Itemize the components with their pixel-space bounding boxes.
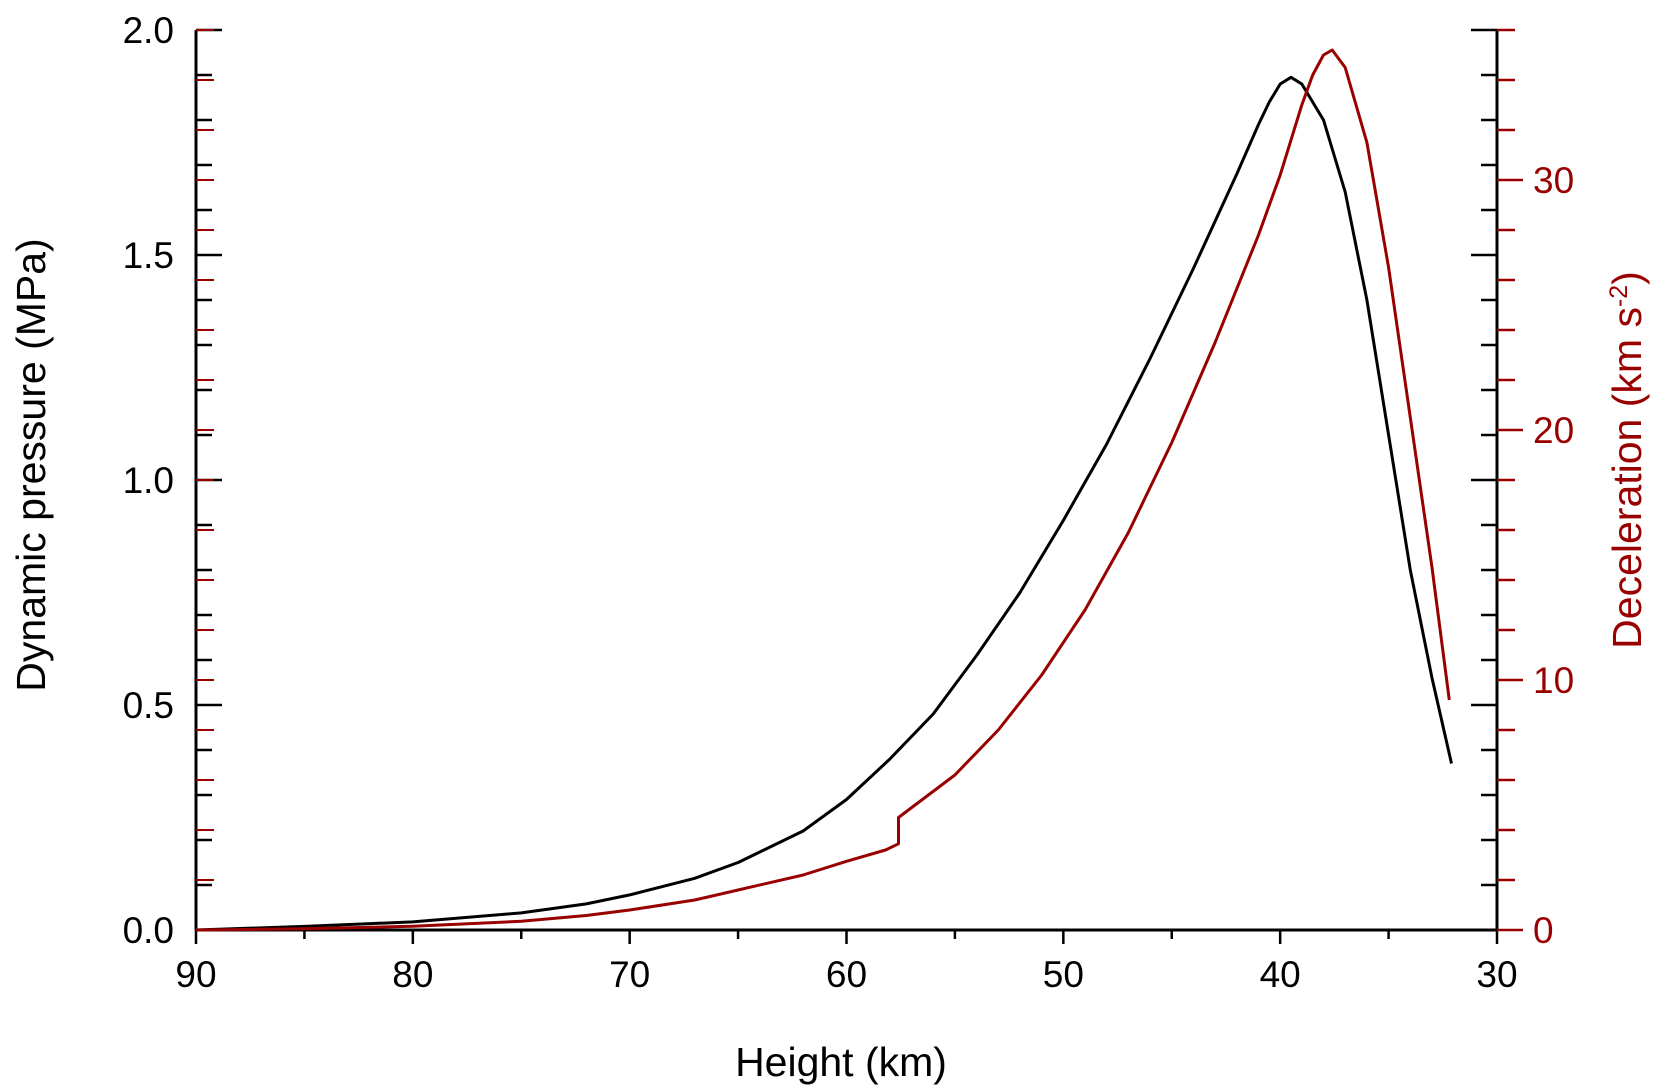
x-tick-label: 30 xyxy=(1476,954,1517,995)
x-tick-label: 60 xyxy=(826,954,867,995)
y-right-axis-title-end: ) xyxy=(1604,271,1650,285)
x-tick-label: 70 xyxy=(609,954,650,995)
y-right-tick-label: 20 xyxy=(1533,410,1574,451)
series-line-deceleration xyxy=(195,48,1451,932)
y-right-axis-title: Deceleration (km s-2) xyxy=(1604,271,1650,649)
x-tick-label: 40 xyxy=(1260,954,1301,995)
y-right-tick-label: 30 xyxy=(1533,160,1574,201)
series-line-dynamic-pressure xyxy=(195,75,1453,932)
x-axis-title: Height (km) xyxy=(735,1039,947,1085)
y-left-tick-label: 0.0 xyxy=(123,910,174,951)
y-right-tick-label: 0 xyxy=(1533,910,1554,951)
y-right-tick-label: 10 xyxy=(1533,660,1574,701)
plot-elements: 90 80 70 60 50 40 30 0.0 0.5 1.0 1.5 2.0 0 10 20 30 xyxy=(123,10,1575,995)
x-tick-label: 90 xyxy=(175,954,216,995)
y-left-tick-label: 2.0 xyxy=(123,10,174,51)
y-right-axis-title-superscript: -2 xyxy=(1605,285,1633,307)
y-left-tick-label: 1.0 xyxy=(123,460,174,501)
y-right-axis-title-main: Deceleration (km s xyxy=(1604,307,1650,649)
y-left-tick-label: 0.5 xyxy=(123,685,174,726)
x-tick-label: 50 xyxy=(1043,954,1084,995)
y-left-tick-label: 1.5 xyxy=(123,235,174,276)
x-tick-label: 80 xyxy=(392,954,433,995)
y-left-axis-title: Dynamic pressure (MPa) xyxy=(8,238,54,691)
